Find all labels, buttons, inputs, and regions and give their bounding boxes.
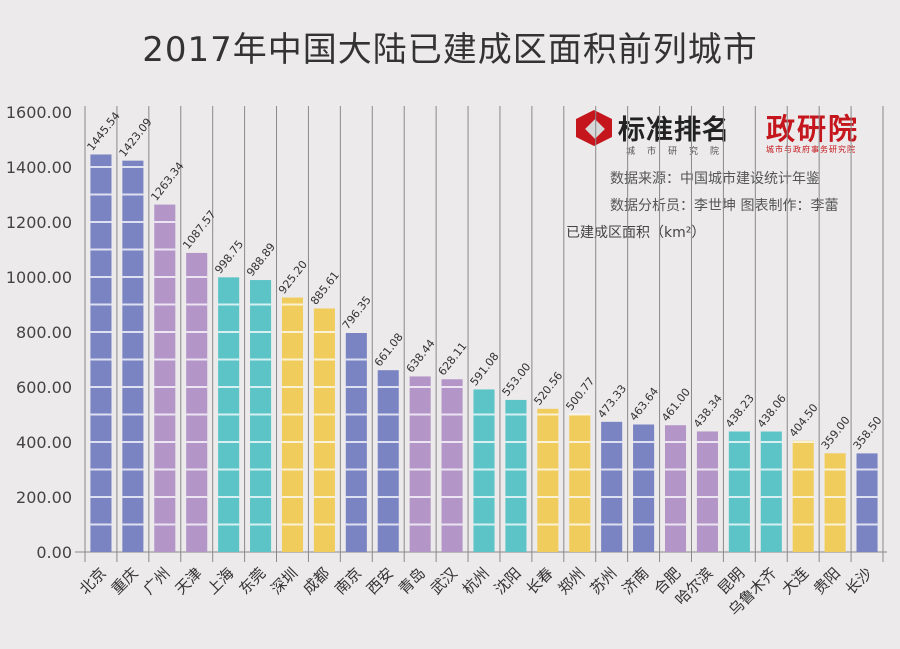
x-tick-label: 长沙 [842,564,876,598]
x-tick-label: 长春 [523,564,557,598]
y-tick-label: 0.00 [36,543,72,562]
x-tick-label: 武汉 [427,564,461,598]
brand2-name: 政研院 [766,112,860,146]
bar-value-label: 638.44 [404,337,438,375]
bar-value-label: 628.11 [436,340,470,378]
x-tick-label: 广州 [140,564,174,598]
bar [824,453,846,552]
bar [250,280,272,552]
bar [760,431,782,552]
bar-value-label: 404.50 [787,401,821,439]
bar-value-label: 885.61 [308,269,342,307]
bar [186,252,208,552]
y-tick-label: 800.00 [16,323,72,342]
bar-value-label: 473.33 [595,382,629,420]
y-tick-label: 1000.00 [6,268,72,287]
y-tick-label: 600.00 [16,378,72,397]
bar [664,425,687,552]
bar [313,308,335,552]
bar-value-label: 661.08 [372,331,406,369]
bar-value-label: 358.50 [851,414,885,452]
bar [377,370,399,552]
y-tick-label: 400.00 [16,433,72,452]
data-source-text: 数据来源：中国城市建设统计年鉴 [610,171,820,187]
bar-value-label: 438.23 [723,392,757,430]
bar-value-label: 359.00 [819,414,853,452]
x-tick-label: 成都 [299,564,333,598]
x-tick-label: 南京 [331,564,365,598]
brand-logos: 标准排名 城市研究院 政研院 城市与政府事务研究院 [576,108,896,158]
bar [473,389,495,552]
bar [569,414,591,552]
bar [409,376,431,552]
x-tick-label: 天津 [172,564,206,598]
x-tick-label: 西安 [363,564,397,598]
x-tick-label: 北京 [76,564,110,598]
y-tick-label: 200.00 [16,488,72,507]
bar [90,154,112,552]
brand1-subtitle: 城市研究院 [626,147,732,157]
x-tick-label: 贵阳 [810,564,844,598]
x-tick-label: 郑州 [555,564,589,598]
bar [633,424,655,552]
bar [505,399,527,552]
bar [154,204,176,553]
bar-value-label: 520.56 [531,369,565,407]
bar-value-label: 438.34 [691,392,725,430]
brand2-subtitle: 城市与政府事务研究院 [766,145,856,154]
bar [441,379,463,552]
bar-value-label: 925.20 [276,258,310,296]
x-tick-label: 深圳 [267,564,301,598]
bar-value-label: 438.06 [755,392,789,430]
bar [122,160,144,552]
x-tick-label: 哈尔滨 [672,564,717,609]
bar [537,408,559,552]
bar-value-label: 553.00 [500,360,534,398]
bar-value-label: 461.00 [659,386,693,424]
x-tick-label: 上海 [204,564,238,598]
bar-value-label: 988.89 [244,241,278,279]
bar-value-label: 463.64 [627,385,661,423]
hexagon-cube-logo-icon [576,110,612,146]
x-tick-label: 沈阳 [491,564,525,598]
bar [601,421,623,552]
x-tick-label: 重庆 [108,564,142,598]
brand1-name: 标准排名 [618,115,730,146]
bar-value-label: 591.08 [468,350,502,388]
analyst-credit-text: 数据分析员：李世坤 图表制作：李蕾 [610,198,839,214]
bar [696,431,718,552]
y-axis-unit-label: 已建成区面积（km²） [566,225,706,241]
x-tick-label: 大连 [778,564,812,598]
y-tick-label: 1600.00 [6,103,72,122]
bar [281,297,304,552]
bar [728,431,750,552]
chart-title: 2017年中国大陆已建成区面积前列城市 [142,30,758,70]
y-tick-label: 1200.00 [6,213,72,232]
x-tick-label: 青岛 [395,564,429,598]
x-tick-label: 济南 [618,564,652,598]
x-tick-label: 苏州 [587,564,621,598]
bar [856,453,878,552]
bar-value-label: 500.77 [563,375,597,413]
bar-value-label: 796.35 [340,294,374,332]
bar-value-label: 998.75 [212,238,246,276]
y-tick-label: 1400.00 [6,158,72,177]
x-tick-label: 东莞 [235,564,269,598]
x-tick-label: 杭州 [459,564,493,598]
